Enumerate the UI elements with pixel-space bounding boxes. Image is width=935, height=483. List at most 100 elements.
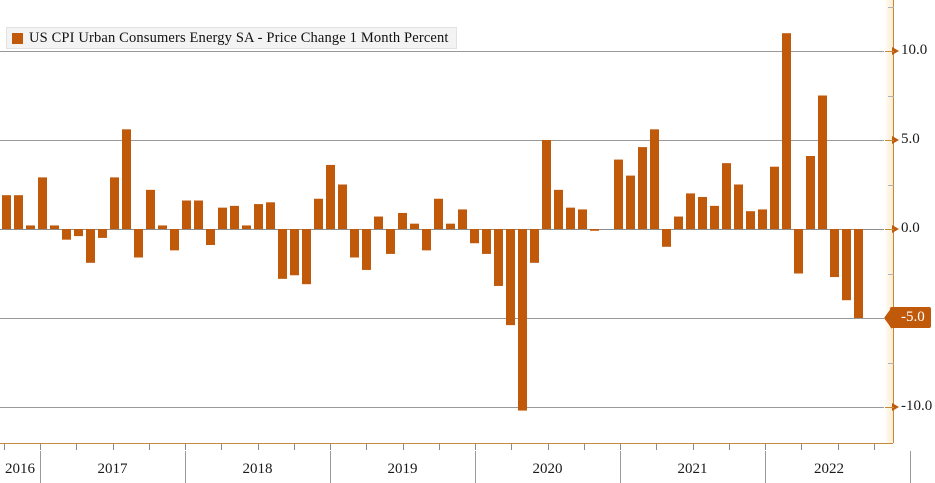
bar[interactable] (518, 229, 527, 411)
bar[interactable] (422, 229, 431, 251)
bar[interactable] (650, 129, 659, 229)
bar[interactable] (254, 204, 263, 229)
bar[interactable] (374, 216, 383, 229)
x-axis-tick (439, 444, 440, 450)
plot-area (0, 33, 890, 411)
bar[interactable] (494, 229, 503, 286)
bar[interactable] (806, 156, 815, 229)
y-axis-highlight-arrow-icon (884, 307, 892, 329)
chart-legend[interactable]: US CPI Urban Consumers Energy SA - Price… (6, 27, 457, 49)
bar[interactable] (794, 229, 803, 274)
x-axis-tick (656, 444, 657, 450)
bar[interactable] (854, 229, 863, 318)
bar[interactable] (830, 229, 839, 278)
bar[interactable] (554, 189, 563, 229)
bar[interactable] (134, 229, 143, 258)
bar[interactable] (566, 207, 575, 229)
bar[interactable] (50, 225, 59, 229)
bar[interactable] (674, 216, 683, 229)
bar[interactable] (2, 195, 11, 229)
x-axis-tick (113, 444, 114, 450)
x-axis-tick (584, 444, 585, 450)
bar[interactable] (446, 223, 455, 229)
bar[interactable] (86, 229, 95, 263)
y-axis-minor-tick (888, 363, 894, 364)
bar[interactable] (122, 129, 131, 229)
bar[interactable] (206, 229, 215, 246)
bar[interactable] (818, 95, 827, 230)
x-axis-label: 2021 (677, 461, 708, 477)
x-axis-tick (330, 444, 331, 450)
x-axis-tick (40, 444, 41, 450)
bar[interactable] (782, 33, 791, 230)
bar[interactable] (662, 229, 671, 247)
bar[interactable] (398, 212, 407, 229)
x-axis-tick (620, 444, 621, 450)
bar[interactable] (314, 198, 323, 229)
bar[interactable] (110, 177, 119, 229)
bar[interactable] (74, 229, 83, 237)
bar[interactable] (698, 196, 707, 229)
x-axis-tick (294, 444, 295, 450)
y-axis-value-badge[interactable]: -5.0 (890, 307, 931, 328)
bar[interactable] (638, 147, 647, 229)
x-axis-year-separator (330, 451, 331, 483)
bar-chart-svg (0, 33, 890, 411)
bar[interactable] (350, 229, 359, 258)
bar[interactable] (170, 229, 179, 251)
bar[interactable] (842, 229, 851, 301)
bar[interactable] (410, 223, 419, 229)
bar[interactable] (230, 205, 239, 229)
bar[interactable] (242, 225, 251, 229)
bar[interactable] (530, 229, 539, 263)
bar[interactable] (542, 140, 551, 229)
bar[interactable] (614, 159, 623, 229)
x-axis-tick (765, 444, 766, 450)
bar[interactable] (434, 198, 443, 229)
bar[interactable] (710, 205, 719, 229)
bar[interactable] (158, 225, 167, 229)
y-axis-major-tick (885, 407, 894, 408)
y-axis-band (884, 0, 893, 443)
y-axis-label: 5.0 (901, 131, 920, 147)
bar[interactable] (386, 229, 395, 254)
bar[interactable] (458, 209, 467, 229)
x-axis-tick (366, 444, 367, 450)
bar[interactable] (338, 184, 347, 230)
bar[interactable] (722, 163, 731, 229)
x-axis-year-separator (40, 451, 41, 483)
bar[interactable] (506, 229, 515, 326)
bar[interactable] (14, 195, 23, 229)
bar[interactable] (38, 177, 47, 229)
bar[interactable] (62, 229, 71, 240)
x-axis-label: 2018 (242, 461, 273, 477)
bar[interactable] (302, 229, 311, 285)
bar[interactable] (482, 229, 491, 254)
bar[interactable] (266, 202, 275, 229)
bar[interactable] (218, 207, 227, 229)
bar[interactable] (578, 209, 587, 229)
bar[interactable] (146, 189, 155, 229)
x-axis-line (0, 443, 893, 444)
bar[interactable] (182, 200, 191, 229)
x-axis-tick (149, 444, 150, 450)
x-axis-label: 2017 (97, 461, 128, 477)
bar[interactable] (626, 175, 635, 229)
bars-group (2, 33, 863, 411)
bar[interactable] (770, 166, 779, 229)
x-axis-tick (511, 444, 512, 450)
bar[interactable] (278, 229, 287, 279)
bar[interactable] (686, 193, 695, 229)
bar[interactable] (734, 184, 743, 230)
bar[interactable] (362, 229, 371, 270)
bar[interactable] (758, 209, 767, 229)
bar[interactable] (326, 164, 335, 229)
bar[interactable] (26, 225, 35, 229)
bar[interactable] (746, 211, 755, 229)
bar[interactable] (98, 229, 107, 238)
y-axis-tick-arrow-icon (892, 136, 899, 144)
bar[interactable] (194, 200, 203, 229)
bar[interactable] (590, 229, 599, 231)
bar[interactable] (470, 229, 479, 244)
bar[interactable] (290, 229, 299, 276)
